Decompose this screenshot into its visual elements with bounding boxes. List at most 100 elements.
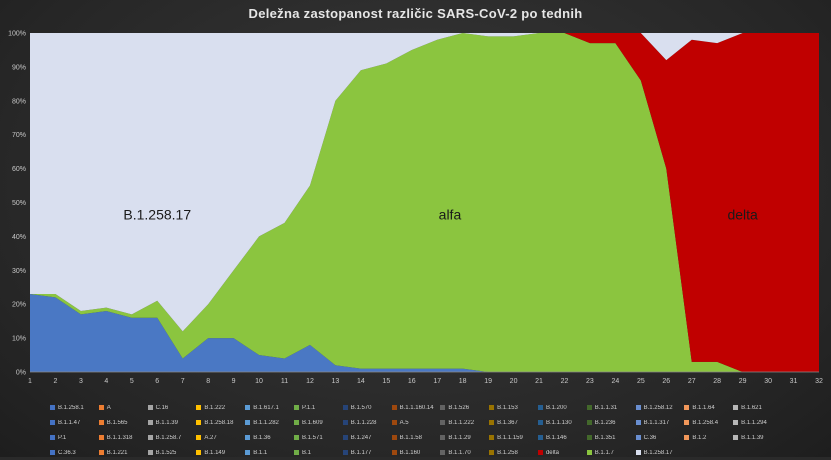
area-series-3 bbox=[30, 33, 819, 332]
legend-label: A bbox=[106, 404, 111, 411]
annotation-label: delta bbox=[727, 206, 758, 222]
chart-plot: 0%10%20%30%40%50%60%70%80%90%100%1 2 3 4 5 6 7… bbox=[8, 31, 823, 386]
legend-item: B.1.367 bbox=[489, 420, 538, 426]
legend-item: B.1.1.222 bbox=[440, 420, 489, 426]
legend-item: B.1.1.29 bbox=[440, 435, 489, 441]
legend-item: P.1.1 bbox=[293, 405, 343, 411]
legend-swatch bbox=[342, 405, 348, 410]
legend-item: A.5 bbox=[391, 420, 441, 426]
legend-label: B.1.1.160.14 bbox=[399, 404, 434, 411]
annotation-label: alfa bbox=[439, 206, 462, 222]
legend-label: B.1.222 bbox=[204, 404, 226, 411]
legend-row: P.1 B.1.1.318 B.1.258.7 A.27 B.1.36 B.1.571 B.… bbox=[50, 430, 820, 445]
legend-item: B.1.247 bbox=[342, 434, 392, 441]
legend-item: delta bbox=[537, 449, 587, 456]
legend-item: C.16 bbox=[147, 405, 197, 411]
legend-label: B.1.617.1 bbox=[253, 404, 279, 411]
legend-swatch bbox=[391, 435, 397, 440]
x-tick-label: 5 bbox=[130, 378, 134, 385]
legend-item: B.1.1 bbox=[245, 450, 294, 456]
x-tick-label: 27 bbox=[688, 378, 696, 385]
legend-swatch bbox=[489, 450, 495, 455]
y-tick-label: 70% bbox=[12, 132, 26, 139]
legend-item: B.1.1.64 bbox=[684, 405, 733, 411]
legend-swatch bbox=[196, 420, 202, 425]
x-tick-label: 22 bbox=[561, 378, 569, 385]
legend-item: B.1.258.17 bbox=[635, 449, 685, 456]
legend-label: B.1.146 bbox=[545, 434, 567, 441]
legend-swatch bbox=[98, 450, 104, 455]
legend-label: C.36.3 bbox=[58, 449, 76, 456]
y-tick-label: 50% bbox=[12, 200, 26, 207]
legend-row: B.1.258.1 A C.16 B.1.222 B.1.617.1 P.1.1 B.1.5… bbox=[50, 400, 820, 415]
legend-label: B.1.36 bbox=[253, 434, 271, 441]
legend-label: B.1.258.12 bbox=[643, 404, 673, 411]
legend-swatch bbox=[537, 435, 543, 440]
legend-swatch bbox=[293, 435, 299, 440]
legend-item: B.1.177 bbox=[342, 449, 392, 456]
legend-label: B.1.1.31 bbox=[594, 404, 618, 411]
legend-label: B.1.1.282 bbox=[253, 419, 279, 426]
legend-swatch bbox=[586, 450, 592, 455]
legend-swatch bbox=[50, 405, 55, 410]
legend-swatch bbox=[733, 405, 739, 410]
legend-swatch bbox=[50, 450, 55, 455]
legend-item: B.1.1.39 bbox=[733, 435, 782, 441]
x-tick-label: 4 bbox=[104, 378, 108, 385]
legend-item: B.1.1.130 bbox=[537, 420, 587, 426]
legend-swatch bbox=[537, 405, 543, 410]
legend-swatch bbox=[293, 450, 299, 455]
legend-swatch bbox=[684, 420, 690, 425]
legend-item: B.1.149 bbox=[196, 450, 245, 456]
legend-swatch bbox=[586, 405, 592, 410]
x-tick-label: 24 bbox=[611, 378, 619, 385]
legend-label: B.1.621 bbox=[741, 404, 762, 411]
y-tick-label: 30% bbox=[12, 268, 26, 275]
legend-item: B.1.258.4 bbox=[684, 420, 733, 426]
legend-label: B.1.221 bbox=[106, 449, 128, 456]
legend-row: C.36.3 B.1.221 B.1.525 B.1.149 B.1.1 B.1 B.1.1… bbox=[50, 445, 820, 460]
legend-label: B.1.571 bbox=[301, 434, 323, 441]
legend-item: B.1.1.159 bbox=[489, 435, 538, 441]
legend-label: B.1.177 bbox=[350, 449, 372, 456]
legend-label: B.1.258.17 bbox=[643, 449, 673, 456]
area-series-0 bbox=[30, 294, 819, 372]
legend-label: B.1.258.4 bbox=[692, 419, 719, 426]
legend-swatch bbox=[98, 420, 104, 425]
legend-label: P.1 bbox=[58, 434, 67, 441]
legend-swatch bbox=[196, 450, 202, 455]
x-tick-label: 15 bbox=[382, 378, 390, 385]
legend-label: B.1.1.70 bbox=[448, 449, 471, 456]
y-tick-label: 40% bbox=[12, 234, 26, 241]
legend-item: A bbox=[98, 404, 148, 411]
legend-label: B.1.1.29 bbox=[448, 434, 471, 441]
legend-swatch bbox=[684, 405, 690, 410]
y-tick-label: 60% bbox=[12, 166, 26, 173]
legend-swatch bbox=[50, 420, 55, 425]
x-tick-label: 26 bbox=[662, 378, 670, 385]
legend-label: B.1.236 bbox=[594, 419, 616, 426]
legend-item: B.1.258.1 bbox=[50, 405, 99, 411]
legend-swatch bbox=[245, 435, 251, 440]
legend-swatch bbox=[342, 435, 348, 440]
y-tick-label: 10% bbox=[12, 336, 26, 343]
legend-swatch bbox=[440, 420, 446, 425]
x-tick-label: 29 bbox=[739, 378, 747, 385]
legend-swatch bbox=[196, 405, 202, 410]
legend-item: B.1.146 bbox=[537, 434, 587, 441]
legend-item: B.1.258.18 bbox=[196, 420, 245, 426]
legend-label: delta bbox=[545, 449, 559, 456]
legend-swatch bbox=[342, 420, 348, 425]
y-tick-label: 80% bbox=[12, 98, 26, 105]
x-tick-label: 9 bbox=[232, 378, 236, 385]
legend-item: B.1.2 bbox=[684, 435, 733, 441]
legend-swatch bbox=[733, 420, 739, 425]
legend-label: B.1.247 bbox=[350, 434, 372, 441]
legend-label: C.36 bbox=[643, 434, 657, 441]
legend-label: B.1.258.1 bbox=[58, 404, 84, 411]
annotation-label: B.1.258.17 bbox=[123, 206, 191, 222]
x-tick-label: 30 bbox=[764, 378, 772, 385]
y-tick-label: 20% bbox=[12, 302, 26, 309]
legend-label: B.1.351 bbox=[594, 434, 616, 441]
